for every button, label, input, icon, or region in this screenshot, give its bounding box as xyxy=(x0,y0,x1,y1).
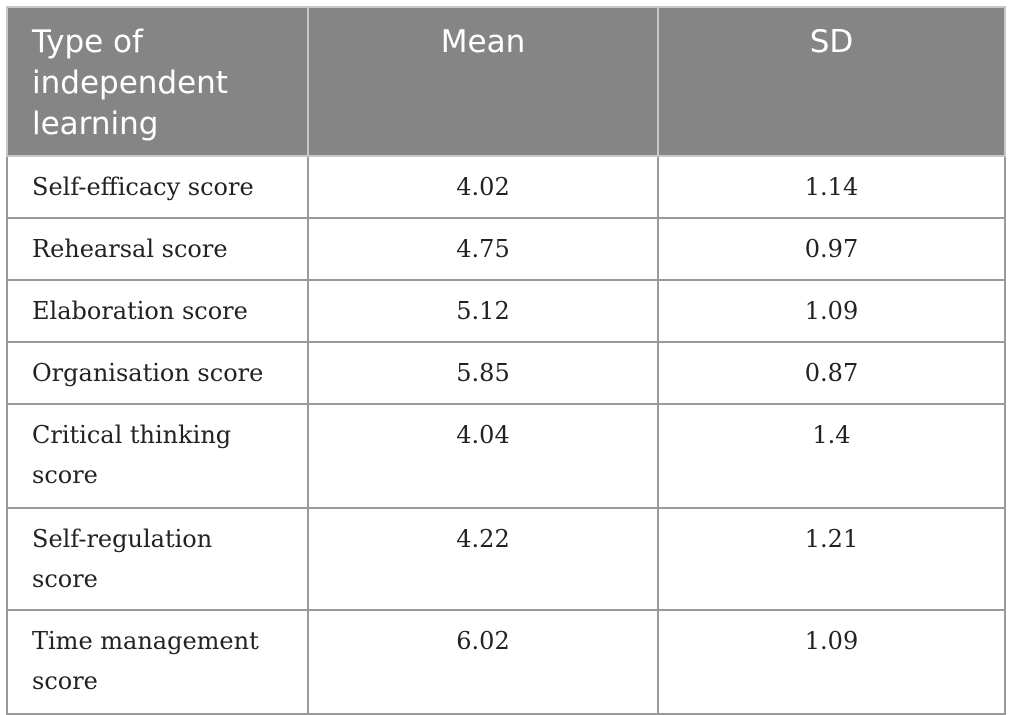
row-mean-cell: 5.12 xyxy=(307,279,659,343)
table-header: Type of independent learning Mean SD xyxy=(6,6,1006,157)
row-type-cell: Time management score xyxy=(6,609,309,715)
row-sd-cell: 1.14 xyxy=(657,155,1006,219)
header-sd: SD xyxy=(657,6,1006,157)
data-table-container: Type of independent learning Mean SD Sel… xyxy=(6,6,1006,715)
table-row: Self-regulation score 4.22 1.21 xyxy=(6,507,1006,611)
table-row: Time management score 6.02 1.09 xyxy=(6,609,1006,715)
table-row: Critical thinking score 4.04 1.4 xyxy=(6,403,1006,509)
row-mean-cell: 4.04 xyxy=(307,403,659,509)
row-mean-cell: 4.75 xyxy=(307,217,659,281)
header-type: Type of independent learning xyxy=(6,6,309,157)
row-sd-cell: 1.09 xyxy=(657,609,1006,715)
row-type-cell: Rehearsal score xyxy=(6,217,309,281)
row-sd-cell: 0.97 xyxy=(657,217,1006,281)
table-row: Organisation score 5.85 0.87 xyxy=(6,341,1006,405)
header-mean: Mean xyxy=(307,6,659,157)
table-row: Self-efficacy score 4.02 1.14 xyxy=(6,155,1006,219)
row-type-cell: Elaboration score xyxy=(6,279,309,343)
row-mean-cell: 4.22 xyxy=(307,507,659,611)
row-sd-cell: 1.4 xyxy=(657,403,1006,509)
row-sd-cell: 1.21 xyxy=(657,507,1006,611)
row-type-cell: Organisation score xyxy=(6,341,309,405)
row-mean-cell: 4.02 xyxy=(307,155,659,219)
row-type-cell: Critical thinking score xyxy=(6,403,309,509)
row-sd-cell: 1.09 xyxy=(657,279,1006,343)
independent-learning-table: Type of independent learning Mean SD Sel… xyxy=(6,6,1006,715)
row-mean-cell: 5.85 xyxy=(307,341,659,405)
table-row: Rehearsal score 4.75 0.97 xyxy=(6,217,1006,281)
row-type-cell: Self-regulation score xyxy=(6,507,309,611)
table-row: Elaboration score 5.12 1.09 xyxy=(6,279,1006,343)
row-sd-cell: 0.87 xyxy=(657,341,1006,405)
row-mean-cell: 6.02 xyxy=(307,609,659,715)
row-type-cell: Self-efficacy score xyxy=(6,155,309,219)
table-body: Self-efficacy score 4.02 1.14 Rehearsal … xyxy=(6,155,1006,715)
header-row: Type of independent learning Mean SD xyxy=(6,6,1006,157)
